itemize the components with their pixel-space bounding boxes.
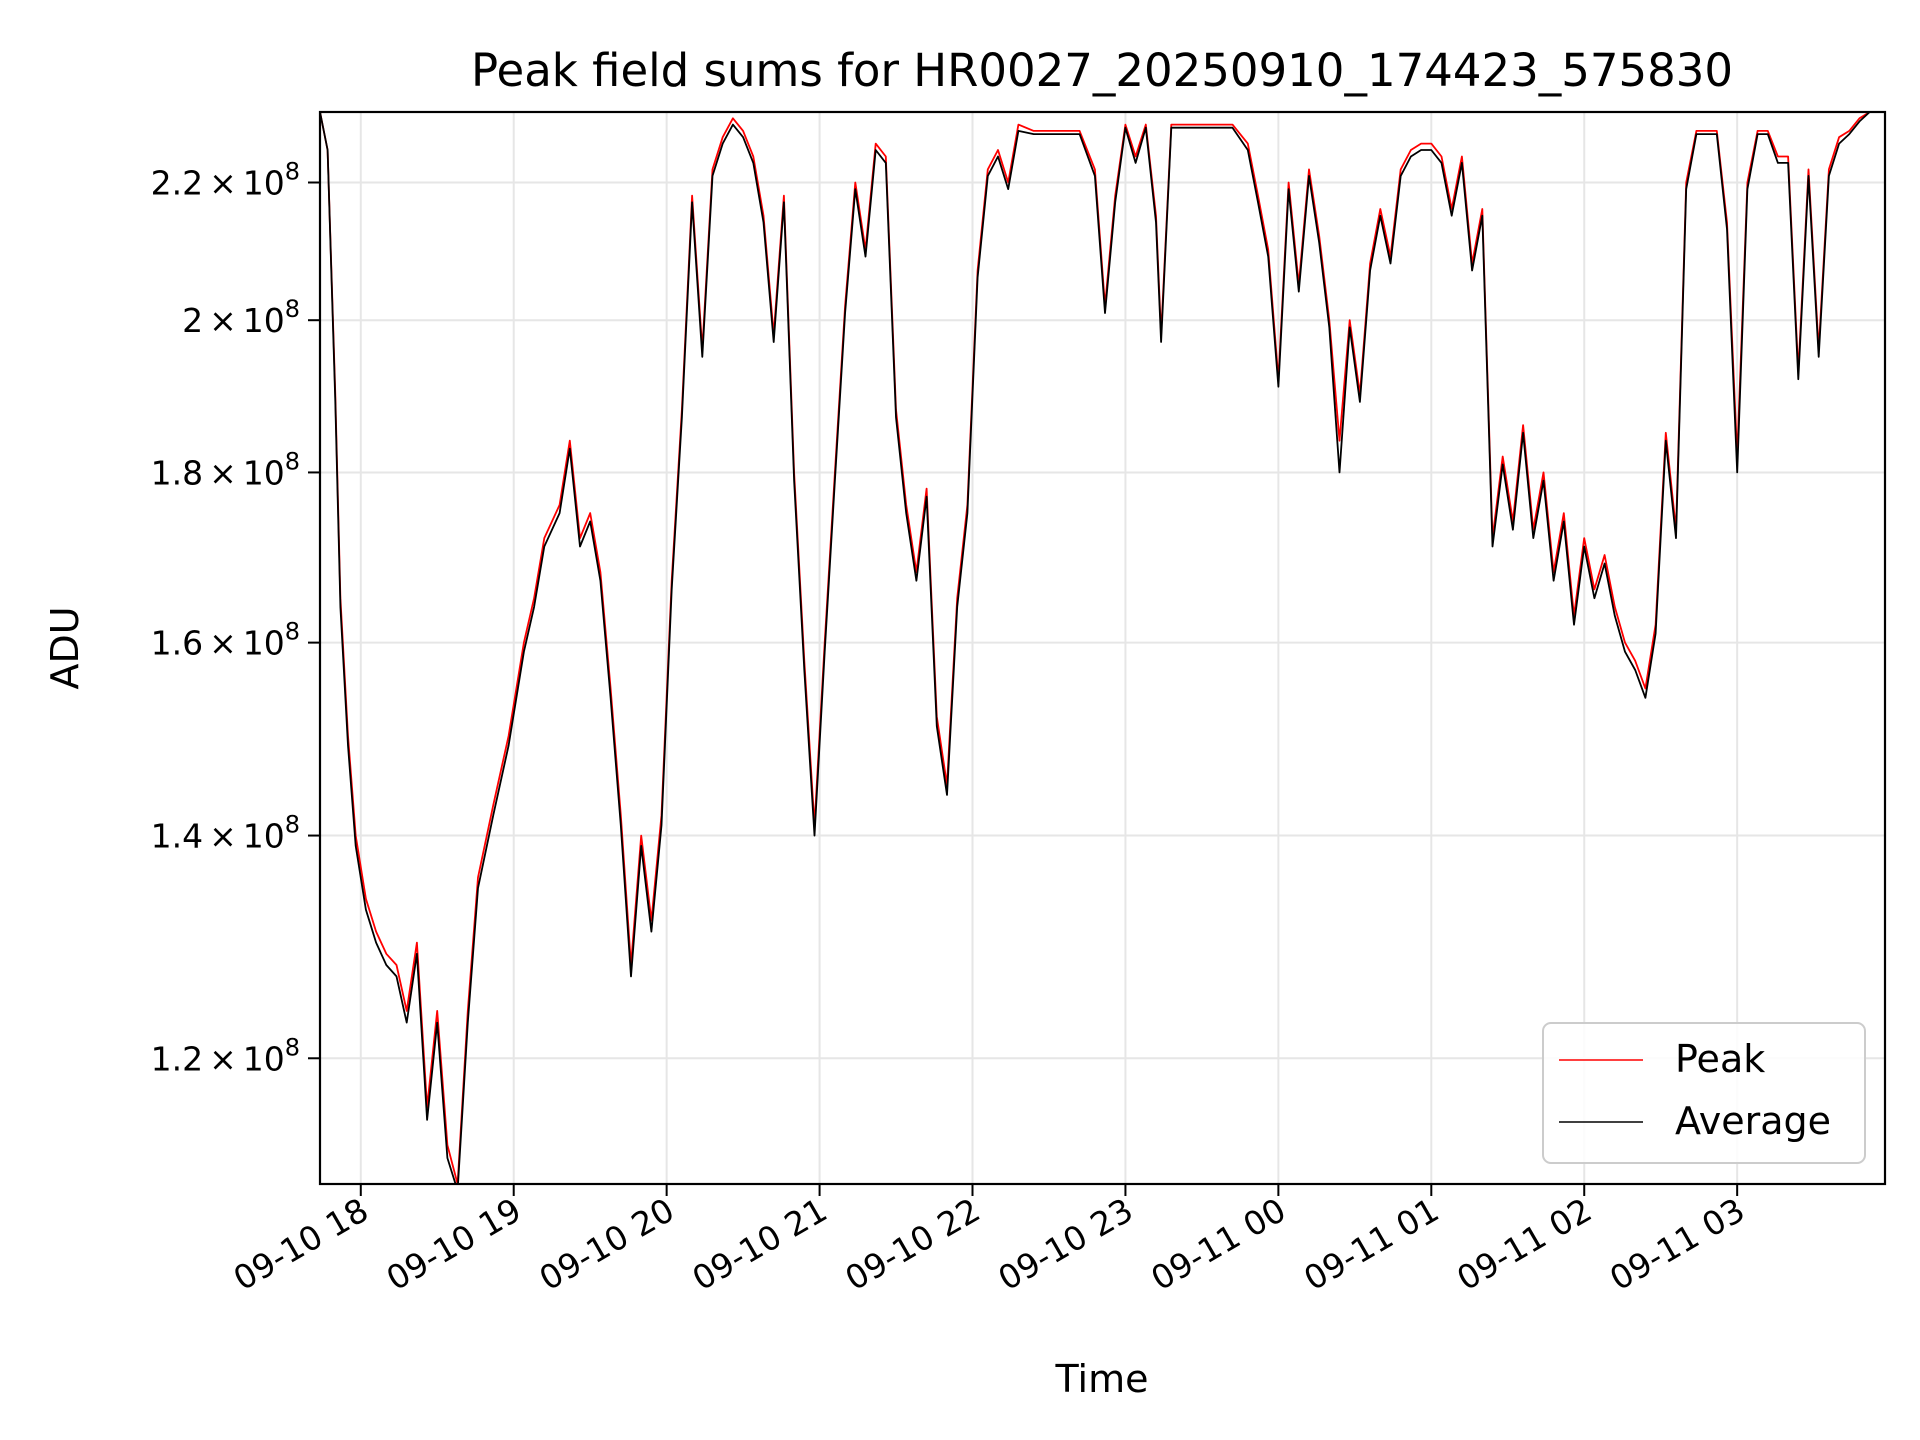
y-tick-exponent: 8: [285, 811, 300, 839]
y-tick-base: 10: [243, 624, 285, 663]
y-tick-label: 2.2 × 108: [151, 157, 300, 202]
y-axis-title: ADU: [43, 606, 87, 689]
y-tick-label: 1.4 × 108: [151, 811, 300, 856]
x-axis-title: Time: [1055, 1357, 1149, 1401]
chart-title: Peak field sums for HR0027_20250910_1744…: [471, 44, 1733, 97]
legend: Peak Average: [1542, 1022, 1866, 1164]
y-tick-times: ×: [209, 163, 237, 202]
y-tick-mantissa: 2: [182, 301, 203, 340]
y-tick-label: 1.8 × 108: [151, 447, 300, 492]
legend-box: [1542, 1022, 1866, 1164]
series-lines: [320, 112, 1871, 1184]
y-tick-exponent: 8: [285, 295, 300, 323]
y-tick-times: ×: [209, 453, 237, 492]
y-tick-base: 10: [243, 301, 285, 340]
y-tick-times: ×: [209, 301, 237, 340]
y-tick-mantissa: 1.4: [151, 817, 203, 856]
y-tick-times: ×: [209, 817, 237, 856]
y-tick-label: 1.2 × 108: [151, 1033, 300, 1078]
y-tick-label: 2 × 108: [182, 295, 300, 340]
legend-label-peak: Peak: [1675, 1037, 1765, 1081]
y-tick-mantissa: 1.6: [151, 624, 203, 663]
y-tick-base: 10: [243, 163, 285, 202]
y-tick-exponent: 8: [285, 618, 300, 646]
y-tick-base: 10: [243, 817, 285, 856]
y-tick-label: 1.6 × 108: [151, 618, 300, 663]
y-tick-times: ×: [209, 1039, 237, 1078]
y-tick-exponent: 8: [285, 447, 300, 475]
y-tick-exponent: 8: [285, 1033, 300, 1061]
y-tick-mantissa: 1.2: [151, 1039, 203, 1078]
y-tick-base: 10: [243, 453, 285, 492]
y-tick-mantissa: 1.8: [151, 453, 203, 492]
y-tick-mantissa: 2.2: [151, 163, 203, 202]
legend-label-average: Average: [1675, 1099, 1831, 1143]
y-tick-exponent: 8: [285, 157, 300, 185]
y-tick-base: 10: [243, 1039, 285, 1078]
plot-frame: [318, 110, 1887, 1186]
series-line-average: [320, 112, 1871, 1184]
y-tick-times: ×: [209, 624, 237, 663]
